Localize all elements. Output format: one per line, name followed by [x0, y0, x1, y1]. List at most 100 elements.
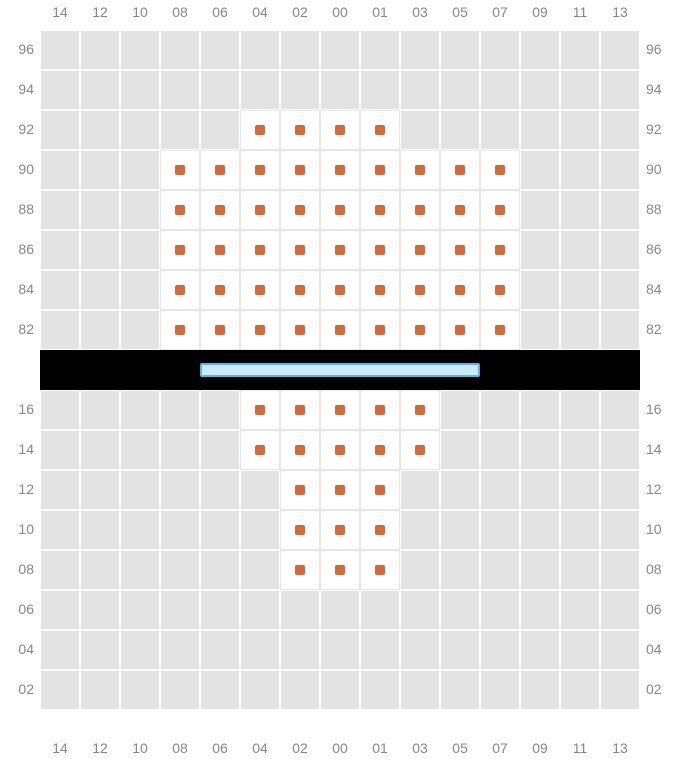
seat-cell[interactable] — [480, 150, 520, 190]
empty-cell — [120, 390, 160, 430]
empty-cell — [600, 430, 640, 470]
seat-cell[interactable] — [320, 510, 360, 550]
empty-cell — [240, 470, 280, 510]
empty-cell — [240, 670, 280, 710]
seat-cell[interactable] — [240, 390, 280, 430]
seat-marker-icon — [375, 325, 385, 335]
seat-cell[interactable] — [240, 310, 280, 350]
seat-cell[interactable] — [280, 550, 320, 590]
seat-cell[interactable] — [320, 270, 360, 310]
seat-cell[interactable] — [280, 390, 320, 430]
row-label-right: 88 — [646, 201, 674, 217]
seat-cell[interactable] — [400, 390, 440, 430]
seat-cell[interactable] — [360, 110, 400, 150]
seat-cell[interactable] — [360, 150, 400, 190]
empty-cell — [120, 110, 160, 150]
empty-cell — [560, 550, 600, 590]
seat-cell[interactable] — [400, 150, 440, 190]
seat-cell[interactable] — [360, 510, 400, 550]
seat-cell[interactable] — [360, 390, 400, 430]
seat-cell[interactable] — [240, 270, 280, 310]
seat-cell[interactable] — [480, 270, 520, 310]
empty-cell — [80, 230, 120, 270]
seat-cell[interactable] — [160, 150, 200, 190]
seat-cell[interactable] — [280, 270, 320, 310]
seat-cell[interactable] — [320, 550, 360, 590]
row-label-left: 08 — [6, 561, 34, 577]
seat-cell[interactable] — [280, 190, 320, 230]
seat-cell[interactable] — [320, 390, 360, 430]
seat-cell[interactable] — [440, 150, 480, 190]
seat-cell[interactable] — [320, 310, 360, 350]
seat-cell[interactable] — [320, 430, 360, 470]
seat-cell[interactable] — [440, 310, 480, 350]
seat-marker-icon — [375, 245, 385, 255]
row-label-left: 12 — [6, 481, 34, 497]
seat-cell[interactable] — [400, 230, 440, 270]
seat-cell[interactable] — [480, 230, 520, 270]
empty-cell — [440, 550, 480, 590]
seat-cell[interactable] — [160, 310, 200, 350]
seat-cell[interactable] — [320, 190, 360, 230]
seat-cell[interactable] — [200, 270, 240, 310]
seat-cell[interactable] — [320, 230, 360, 270]
seat-marker-icon — [335, 165, 345, 175]
seat-cell[interactable] — [280, 150, 320, 190]
seat-marker-icon — [295, 325, 305, 335]
seat-cell[interactable] — [200, 190, 240, 230]
seat-cell[interactable] — [400, 310, 440, 350]
seat-marker-icon — [255, 285, 265, 295]
seat-cell[interactable] — [440, 230, 480, 270]
seat-cell[interactable] — [320, 110, 360, 150]
seat-cell[interactable] — [240, 230, 280, 270]
seat-marker-icon — [295, 485, 305, 495]
seat-cell[interactable] — [360, 230, 400, 270]
seat-marker-icon — [295, 205, 305, 215]
seat-cell[interactable] — [440, 190, 480, 230]
seat-cell[interactable] — [240, 110, 280, 150]
seat-cell[interactable] — [360, 310, 400, 350]
empty-cell — [600, 390, 640, 430]
seat-cell[interactable] — [280, 470, 320, 510]
seat-cell[interactable] — [280, 510, 320, 550]
seat-cell[interactable] — [320, 150, 360, 190]
empty-cell — [120, 230, 160, 270]
seat-cell[interactable] — [200, 230, 240, 270]
seat-cell[interactable] — [440, 270, 480, 310]
empty-cell — [520, 670, 560, 710]
col-label-bottom: 10 — [120, 740, 160, 756]
seat-cell[interactable] — [320, 470, 360, 510]
empty-cell — [120, 70, 160, 110]
seat-cell[interactable] — [360, 270, 400, 310]
seat-cell[interactable] — [400, 270, 440, 310]
seat-marker-icon — [375, 405, 385, 415]
seat-cell[interactable] — [200, 150, 240, 190]
seat-marker-icon — [175, 165, 185, 175]
empty-cell — [560, 430, 600, 470]
seat-cell[interactable] — [240, 150, 280, 190]
seat-cell[interactable] — [160, 230, 200, 270]
seat-cell[interactable] — [480, 190, 520, 230]
seat-marker-icon — [215, 325, 225, 335]
seat-cell[interactable] — [400, 190, 440, 230]
col-label-top: 06 — [200, 4, 240, 20]
seat-cell[interactable] — [160, 270, 200, 310]
seat-marker-icon — [335, 205, 345, 215]
seat-cell[interactable] — [200, 310, 240, 350]
row-label-right: 86 — [646, 241, 674, 257]
empty-cell — [520, 510, 560, 550]
seat-cell[interactable] — [480, 310, 520, 350]
seat-cell[interactable] — [400, 430, 440, 470]
seat-cell[interactable] — [240, 190, 280, 230]
seat-cell[interactable] — [280, 110, 320, 150]
seat-cell[interactable] — [280, 230, 320, 270]
seat-cell[interactable] — [160, 190, 200, 230]
seat-cell[interactable] — [360, 190, 400, 230]
seat-cell[interactable] — [280, 430, 320, 470]
seat-cell[interactable] — [280, 310, 320, 350]
seat-cell[interactable] — [360, 550, 400, 590]
empty-cell — [480, 590, 520, 630]
seat-cell[interactable] — [240, 430, 280, 470]
seat-cell[interactable] — [360, 430, 400, 470]
seat-cell[interactable] — [360, 470, 400, 510]
